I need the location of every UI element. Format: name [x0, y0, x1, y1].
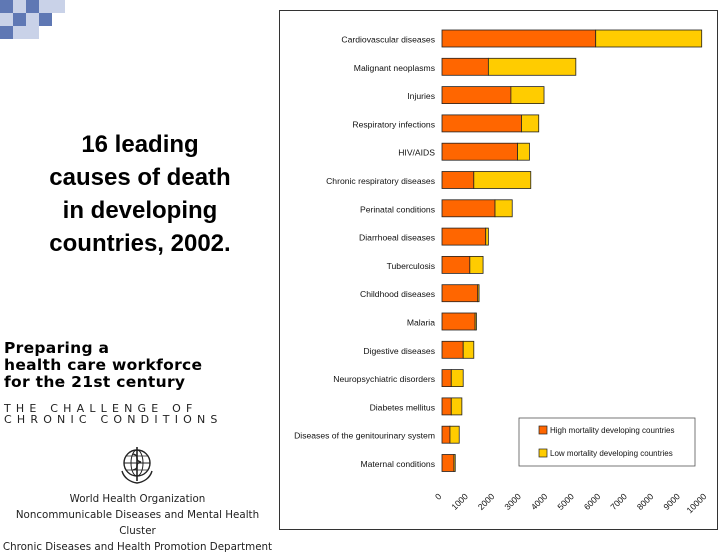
book-subtitle: THE CHALLENGE OF CHRONIC CONDITIONS	[4, 403, 274, 425]
checker-square	[0, 13, 13, 26]
checker-square	[52, 0, 65, 13]
x-tick-label: 5000	[555, 491, 576, 512]
book-cover: Preparing a health care workforce for th…	[4, 340, 274, 426]
bar-low	[494, 199, 513, 218]
decorative-checker-pattern	[0, 0, 78, 48]
bar-high	[441, 199, 496, 218]
causes-of-death-chart: Cardiovascular diseases Malignant neoplas…	[294, 29, 709, 515]
checker-square	[0, 0, 13, 13]
legend-box	[518, 417, 696, 467]
bar-high	[441, 171, 475, 189]
legend-swatch	[538, 448, 548, 458]
bar-low	[517, 142, 530, 161]
bar-high	[441, 425, 451, 444]
bar-low	[510, 86, 545, 104]
x-tick-label: 8000	[635, 491, 656, 512]
org-line: Noncommunicable Diseases and Mental Heal…	[15, 509, 260, 537]
bar-low	[474, 312, 477, 331]
legend-label: Low mortality developing countries	[550, 449, 673, 458]
x-tick-label: 10000	[684, 491, 708, 515]
checker-square	[26, 26, 39, 39]
bar-high	[441, 86, 512, 104]
book-title-line: for the 21st century	[4, 373, 186, 391]
bar-high	[441, 312, 476, 331]
bar-low	[469, 255, 484, 274]
x-tick-label: 2000	[476, 491, 497, 512]
x-tick-label: 9000	[661, 491, 682, 512]
x-tick-label: 4000	[529, 491, 550, 512]
category-label: Maternal conditions	[360, 459, 435, 469]
checker-square	[13, 26, 26, 39]
checker-square	[0, 26, 13, 39]
category-label: Perinatal conditions	[360, 204, 435, 214]
checker-square	[39, 13, 52, 26]
category-label: Diseases of the genitourinary system	[294, 431, 435, 441]
book-title-line: health care workforce	[4, 356, 203, 374]
bar-high	[441, 369, 452, 388]
category-label: Cardiovascular diseases	[341, 35, 435, 45]
x-tick-label: 1000	[449, 491, 470, 512]
checker-square	[26, 0, 39, 13]
book-subtitle-line: THE CHALLENGE OF	[4, 402, 198, 415]
checker-square	[13, 13, 26, 26]
checker-square	[39, 0, 52, 13]
bar-low	[473, 171, 532, 189]
bar-high	[441, 57, 489, 76]
bar-low	[477, 284, 480, 303]
checker-square	[26, 13, 39, 26]
bar-low	[595, 29, 703, 48]
category-label: Respiratory infections	[352, 119, 435, 129]
bar-high	[441, 284, 479, 303]
slide-title: 16 leading causes of death in developing…	[49, 131, 231, 257]
bar-low	[453, 454, 456, 472]
org-line: World Health Organization	[69, 493, 206, 505]
bar-low	[450, 369, 464, 388]
bar-high	[441, 255, 471, 274]
book-title: Preparing a health care workforce for th…	[4, 340, 274, 391]
checker-square	[13, 0, 26, 13]
category-label: Childhood diseases	[360, 289, 435, 299]
x-tick-label: 3000	[502, 491, 523, 512]
legend-label: High mortality developing countries	[550, 426, 675, 435]
book-title-line: Preparing a	[4, 339, 110, 357]
category-label: Diarrhoeal diseases	[359, 233, 435, 243]
category-label: Chronic respiratory diseases	[326, 176, 435, 186]
bar-low	[450, 397, 463, 416]
chart-frame: Cardiovascular diseases Malignant neoplas…	[279, 10, 718, 530]
category-label: Malaria	[407, 318, 435, 328]
org-line: Chronic Diseases and Health Promotion De…	[2, 541, 273, 553]
category-label: HIV/AIDS	[398, 148, 435, 158]
category-label: Tuberculosis	[387, 261, 435, 271]
category-label: Malignant neoplasms	[354, 63, 435, 73]
x-tick-label: 0	[433, 491, 444, 502]
category-label: Neuropsychiatric disorders	[333, 374, 435, 384]
x-tick-label: 6000	[582, 491, 603, 512]
bar-low	[449, 425, 460, 444]
category-label: Digestive diseases	[363, 346, 435, 356]
bar-low	[521, 114, 540, 133]
bar-high	[441, 397, 452, 416]
bar-high	[441, 340, 464, 359]
category-label: Injuries	[407, 91, 435, 101]
category-label: Diabetes mellitus	[370, 402, 435, 412]
x-tick-label: 7000	[608, 491, 629, 512]
bar-high	[441, 227, 487, 246]
legend-swatch	[538, 425, 548, 435]
bar-high	[441, 142, 518, 161]
org-credits: World Health Organization Noncommunicabl…	[0, 491, 275, 555]
bar-high	[441, 29, 597, 48]
bar-low	[485, 227, 489, 246]
who-emblem-icon	[121, 447, 153, 484]
bar-low	[462, 340, 475, 359]
bar-high	[441, 114, 522, 133]
bar-low	[487, 57, 577, 76]
book-subtitle-line: CHRONIC CONDITIONS	[4, 413, 223, 426]
bar-high	[441, 454, 455, 472]
